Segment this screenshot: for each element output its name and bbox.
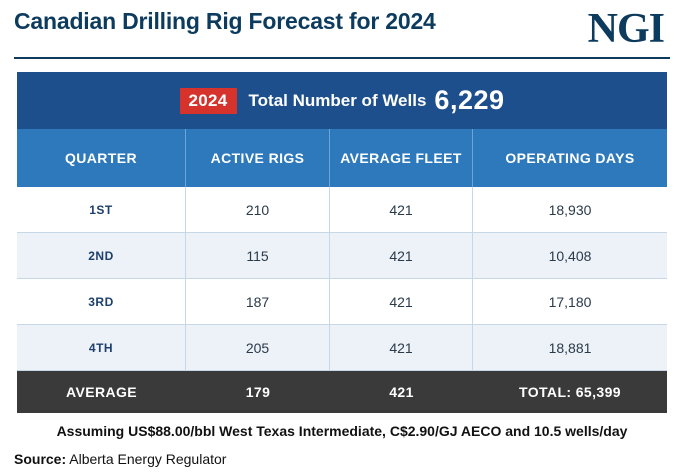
quarter-cell: 2ND: [17, 233, 186, 278]
total-wells-banner: 2024 Total Number of Wells 6,229: [17, 72, 667, 129]
year-badge: 2024: [179, 87, 237, 114]
operating-days-cell: 10,408: [548, 247, 592, 264]
average-fleet-cell: 421: [330, 279, 473, 324]
average-label: AVERAGE: [66, 384, 137, 400]
active-rigs-cell: 205: [186, 325, 330, 370]
average-fleet-cell: 421: [330, 233, 473, 278]
table-row: 3RD 187 421 17,180: [17, 279, 667, 325]
table-row: 1ST 210 421 18,930: [17, 187, 667, 233]
forecast-table: 2024 Total Number of Wells 6,229 QUARTER…: [17, 72, 667, 413]
assumption-note: Assuming US$88.00/bbl West Texas Interme…: [56, 423, 628, 439]
header-active-rigs: ACTIVE RIGS: [186, 129, 330, 187]
table-body: 1ST 210 421 18,930 2ND 115 421 10,408 3R…: [17, 187, 667, 371]
source-text: Alberta Energy Regulator: [69, 451, 227, 467]
average-fleet-cell: 421: [330, 187, 473, 232]
quarter-cell: 4TH: [17, 325, 186, 370]
title-divider: [14, 57, 670, 59]
source-label: Source:: [14, 451, 67, 467]
average-fleet-value: 421: [389, 384, 414, 400]
average-fleet-cell: 421: [330, 325, 473, 370]
total-wells-label: Total Number of Wells: [248, 90, 427, 110]
table-row: 2ND 115 421 10,408: [17, 233, 667, 279]
total-wells-value: 6,229: [434, 85, 505, 115]
average-row: AVERAGE 179 421 TOTAL: 65,399: [17, 371, 667, 413]
operating-days-cell: 18,930: [548, 201, 592, 218]
total-operating-days: TOTAL: 65,399: [519, 384, 621, 400]
table-header: QUARTER ACTIVE RIGS AVERAGE FLEET OPERAT…: [17, 129, 667, 187]
quarter-cell: 1ST: [17, 187, 186, 232]
header-average-fleet: AVERAGE FLEET: [330, 129, 473, 187]
operating-days-cell: 17,180: [548, 293, 592, 310]
quarter-cell: 3RD: [17, 279, 186, 324]
operating-days-cell: 18,881: [548, 339, 592, 356]
source-note: Source: Alberta Energy Regulator: [14, 451, 226, 467]
page-title: Canadian Drilling Rig Forecast for 2024: [14, 8, 436, 34]
header-quarter: QUARTER: [17, 129, 186, 187]
active-rigs-cell: 115: [186, 233, 330, 278]
average-active-rigs: 179: [245, 384, 271, 400]
header-operating-days: OPERATING DAYS: [505, 150, 635, 166]
table-row: 4TH 205 421 18,881: [17, 325, 667, 371]
ngi-logo: NGI: [587, 6, 665, 52]
active-rigs-cell: 187: [186, 279, 330, 324]
active-rigs-cell: 210: [186, 187, 330, 232]
